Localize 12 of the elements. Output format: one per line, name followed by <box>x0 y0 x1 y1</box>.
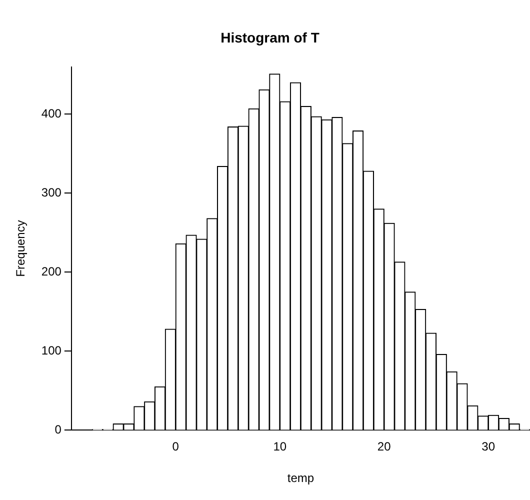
y-axis-title: Frequency <box>14 220 28 277</box>
y-tick-label: 200 <box>41 264 62 279</box>
x-tick-label: 20 <box>377 440 392 454</box>
y-tick-label: 100 <box>41 344 62 358</box>
y-tick-label: 400 <box>41 106 62 121</box>
chart-title: Histogram of T <box>220 29 320 46</box>
x-tick-label: 30 <box>482 440 496 454</box>
x-tick-label: 10 <box>273 440 287 454</box>
y-tick-label: 300 <box>41 186 62 200</box>
x-axis-title: temp <box>287 471 314 486</box>
y-tick-label: 0 <box>54 422 62 437</box>
x-tick-label: 0 <box>172 440 180 454</box>
